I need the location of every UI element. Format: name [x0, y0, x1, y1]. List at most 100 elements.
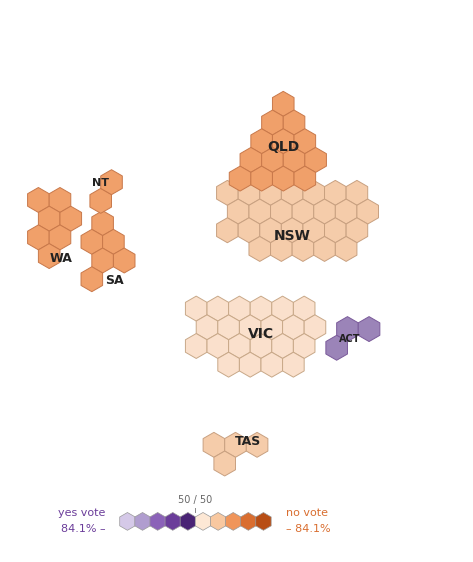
- Polygon shape: [271, 199, 292, 224]
- Polygon shape: [196, 315, 218, 340]
- Polygon shape: [90, 188, 112, 214]
- Polygon shape: [239, 315, 261, 340]
- Text: 84.1% –: 84.1% –: [61, 524, 105, 534]
- Polygon shape: [314, 199, 335, 224]
- Polygon shape: [101, 170, 123, 194]
- Text: WA: WA: [49, 252, 72, 265]
- Polygon shape: [218, 315, 239, 340]
- Polygon shape: [294, 129, 315, 153]
- Polygon shape: [103, 229, 124, 254]
- Polygon shape: [303, 180, 324, 205]
- Polygon shape: [228, 199, 249, 224]
- Polygon shape: [60, 206, 81, 231]
- Polygon shape: [305, 147, 326, 173]
- Polygon shape: [180, 513, 196, 531]
- Polygon shape: [251, 129, 272, 153]
- Polygon shape: [303, 218, 324, 243]
- Polygon shape: [261, 315, 282, 340]
- Polygon shape: [314, 237, 335, 261]
- Text: no vote: no vote: [286, 509, 328, 518]
- Text: – 84.1%: – 84.1%: [286, 524, 330, 534]
- Polygon shape: [282, 315, 304, 340]
- Polygon shape: [238, 218, 260, 243]
- Polygon shape: [256, 513, 271, 531]
- Polygon shape: [38, 206, 60, 231]
- Polygon shape: [241, 513, 256, 531]
- Polygon shape: [262, 147, 283, 173]
- Polygon shape: [249, 237, 271, 261]
- Polygon shape: [120, 513, 135, 531]
- Polygon shape: [261, 352, 282, 377]
- Text: 50 / 50: 50 / 50: [178, 495, 212, 505]
- Text: VIC: VIC: [248, 328, 274, 342]
- Polygon shape: [251, 166, 272, 191]
- Polygon shape: [283, 147, 305, 173]
- Polygon shape: [357, 199, 378, 224]
- Polygon shape: [240, 147, 262, 173]
- Polygon shape: [38, 243, 60, 269]
- Polygon shape: [225, 432, 246, 457]
- Polygon shape: [239, 352, 261, 377]
- Text: NT: NT: [92, 178, 109, 188]
- Polygon shape: [246, 432, 268, 457]
- Text: NSW: NSW: [274, 229, 311, 243]
- Text: SA: SA: [105, 274, 123, 288]
- Polygon shape: [335, 199, 357, 224]
- Polygon shape: [292, 199, 314, 224]
- Polygon shape: [272, 166, 294, 191]
- Polygon shape: [335, 237, 357, 261]
- Polygon shape: [228, 296, 250, 321]
- Polygon shape: [272, 129, 294, 153]
- Polygon shape: [346, 218, 368, 243]
- Polygon shape: [326, 336, 348, 360]
- Polygon shape: [49, 225, 71, 250]
- Polygon shape: [92, 248, 114, 273]
- Polygon shape: [358, 316, 380, 342]
- Polygon shape: [281, 180, 303, 205]
- Polygon shape: [262, 110, 283, 135]
- Text: ACT: ACT: [339, 334, 361, 344]
- Polygon shape: [203, 432, 225, 457]
- Polygon shape: [165, 513, 181, 531]
- Polygon shape: [324, 180, 346, 205]
- Text: QLD: QLD: [267, 140, 299, 155]
- Polygon shape: [304, 315, 326, 340]
- Polygon shape: [282, 352, 304, 377]
- Polygon shape: [185, 333, 207, 359]
- Polygon shape: [226, 513, 241, 531]
- Polygon shape: [293, 333, 315, 359]
- Polygon shape: [281, 218, 303, 243]
- Polygon shape: [271, 237, 292, 261]
- Polygon shape: [135, 513, 150, 531]
- Polygon shape: [217, 218, 238, 243]
- Polygon shape: [260, 218, 281, 243]
- Polygon shape: [337, 316, 358, 342]
- Polygon shape: [27, 188, 49, 212]
- Polygon shape: [250, 333, 272, 359]
- Polygon shape: [217, 180, 238, 205]
- Polygon shape: [195, 513, 210, 531]
- Polygon shape: [293, 296, 315, 321]
- Text: yes vote: yes vote: [58, 509, 105, 518]
- Polygon shape: [207, 333, 228, 359]
- Polygon shape: [81, 229, 103, 254]
- Polygon shape: [81, 267, 103, 292]
- Polygon shape: [207, 296, 228, 321]
- Polygon shape: [218, 352, 239, 377]
- Polygon shape: [228, 333, 250, 359]
- Polygon shape: [49, 188, 71, 212]
- Polygon shape: [114, 248, 135, 273]
- Polygon shape: [210, 513, 226, 531]
- Polygon shape: [346, 180, 368, 205]
- Polygon shape: [214, 451, 236, 476]
- Polygon shape: [294, 166, 315, 191]
- Polygon shape: [272, 296, 293, 321]
- Polygon shape: [250, 296, 272, 321]
- Text: TAS: TAS: [235, 435, 261, 448]
- Polygon shape: [229, 166, 251, 191]
- Polygon shape: [150, 513, 166, 531]
- Polygon shape: [260, 180, 281, 205]
- Polygon shape: [324, 218, 346, 243]
- Polygon shape: [249, 199, 271, 224]
- Polygon shape: [272, 92, 294, 116]
